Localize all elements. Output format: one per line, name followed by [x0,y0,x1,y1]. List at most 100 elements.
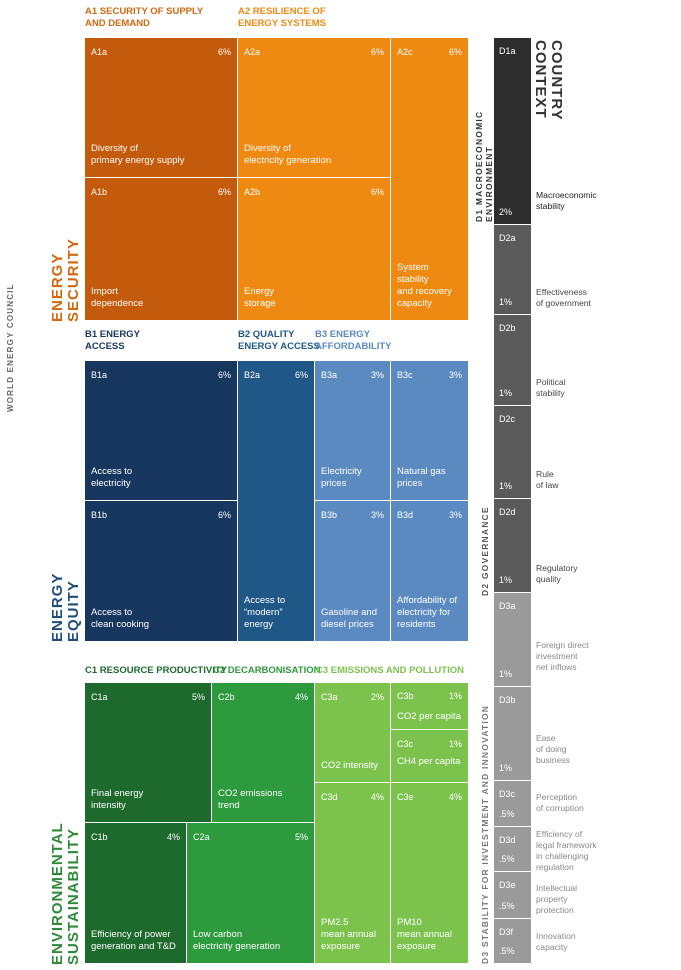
cell-D2d: D2d 1% [494,499,531,592]
cell-label: Affordability of electricity for residen… [397,595,458,630]
cell-C3b: C3b 1% CO2 per capita [391,683,468,729]
cell-label: Access to electricity [91,466,133,489]
cell-C3c: C3c 1% CH4 per capita [391,730,468,782]
cell-weight: 1% [448,739,462,749]
cell-code: C2b [218,692,235,702]
cell-code: B1a [91,370,108,380]
cell-weight: 1% [448,691,462,701]
cell-code: D3b [499,695,516,705]
cell-weight: 6% [294,370,308,380]
header-a1: A1 SECURITY OF SUPPLY AND DEMAND [85,6,204,29]
section-title-equity: ENERGY EQUITY [49,572,82,642]
brand-label: WORLD ENERGY COUNCIL [6,283,15,412]
cell-weight: 2% [499,207,513,217]
label-D1a: Macroeconomic stability [536,190,597,211]
cell-label: Diversity of electricity generation [244,143,332,166]
cell-weight: 1% [499,297,513,307]
cell-label: CO2 per capita [397,711,461,722]
cell-label: PM10 mean annual exposure [397,917,452,952]
cell-weight: 3% [370,510,384,520]
cell-weight: 3% [448,370,462,380]
cell-weight: 1% [499,388,513,398]
cell-C3a: C3a 2% CO2 intensity [315,683,390,782]
cell-code: C3e [397,792,414,802]
cell-code: B3d [397,510,414,520]
cell-code: B2a [244,370,261,380]
cell-weight: 6% [217,47,231,57]
cell-D3c: D3c .5% [494,781,531,826]
cell-C1b: C1b 4% Efficiency of power generation an… [85,823,186,963]
cell-label: Diversity of primary energy supply [91,143,185,166]
header-b2: B2 QUALITY ENERGY ACCESS [238,329,320,352]
cell-label: CO2 intensity [321,760,379,771]
cell-weight: 6% [448,47,462,57]
cell-code: C3c [397,739,414,749]
cell-B2a: B2a 6% Access to “modern” energy [238,361,314,641]
cell-label: CH4 per capita [397,756,461,767]
cell-weight: 6% [217,370,231,380]
label-D3e: Intellectual property protection [536,883,578,915]
cell-code: C3b [397,691,414,701]
cell-code: B1b [91,510,108,520]
label-D3c: Perception of corruption [536,792,584,813]
cell-C2a: C2a 5% Low carbon electricity generation [187,823,314,963]
cell-weight: 3% [370,370,384,380]
cell-D2a: D2a 1% [494,225,531,314]
cell-code: A2a [244,47,261,57]
cell-D3b: D3b 1% [494,687,531,780]
cell-D3f: D3f .5% [494,919,531,963]
label-D2a: Effectiveness of government [536,287,591,308]
cell-B1a: B1a 6% Access to electricity [85,361,237,500]
cell-code: B3b [321,510,338,520]
cell-code: C3d [321,792,338,802]
cell-code: D3e [499,880,516,890]
cell-weight: 6% [370,47,384,57]
cell-label: Access to “modern” energy [244,595,286,630]
cell-code: C2a [193,832,210,842]
cell-weight: 6% [217,187,231,197]
cell-label: Final energy intensity [91,788,144,811]
cell-D3a: D3a 1% [494,593,531,686]
cell-label: Electricity prices [321,466,362,489]
cell-weight: .5% [499,946,515,956]
cell-A1b: A1b 6% Import dependence [85,178,237,320]
header-b3: B3 ENERGY AFFORDABILITY [315,329,392,352]
cell-code: A1b [91,187,108,197]
cell-D1a: D1a 2% [494,38,531,224]
cell-B3d: B3d 3% Affordability of electricity for … [391,501,468,641]
header-d1: D1 MACROECONOMIC ENVIRONMENT [474,110,494,222]
cell-D3d: D3d .5% [494,827,531,871]
cell-code: C1a [91,692,108,702]
cell-label: System stability and recovery capacity [397,262,452,309]
label-D2b: Political stability [536,377,566,398]
cell-A2a: A2a 6% Diversity of electricity generati… [238,38,390,177]
cell-weight: 6% [370,187,384,197]
cell-D2c: D2c 1% [494,406,531,498]
cell-label: Natural gas prices [397,466,446,489]
cell-weight: 1% [499,763,513,773]
cell-B3b: B3b 3% Gasoline and diesel prices [315,501,390,641]
cell-weight: 6% [217,510,231,520]
label-D3f: Innovation capacity [536,931,576,952]
cell-code: B3a [321,370,338,380]
cell-code: A2c [397,47,413,57]
header-c1: C1 RESOURCE PRODUCTIVITY [85,665,227,676]
header-a2: A2 RESILIENCE OF ENERGY SYSTEMS [238,6,326,29]
cell-code: B3c [397,370,413,380]
cell-A2c: A2c 6% System stability and recovery cap… [391,38,468,320]
cell-B3c: B3c 3% Natural gas prices [391,361,468,500]
cell-weight: 4% [166,832,180,842]
label-D3b: Ease of doing business [536,733,570,765]
cell-D3e: D3e .5% [494,872,531,918]
cell-weight: 4% [370,792,384,802]
cell-label: Energy storage [244,286,276,309]
cell-code: D3a [499,601,516,611]
cell-code: C3a [321,692,338,702]
cell-code: D2a [499,233,516,243]
header-c3: C3 EMISSIONS AND POLLUTION [316,665,464,676]
cell-C2b: C2b 4% CO2 emissions trend [212,683,314,822]
cell-weight: 2% [370,692,384,702]
cell-C3d: C3d 4% PM2.5 mean annual exposure [315,783,390,963]
cell-label: CO2 emissions trend [218,788,283,811]
cell-code: D3d [499,835,516,845]
